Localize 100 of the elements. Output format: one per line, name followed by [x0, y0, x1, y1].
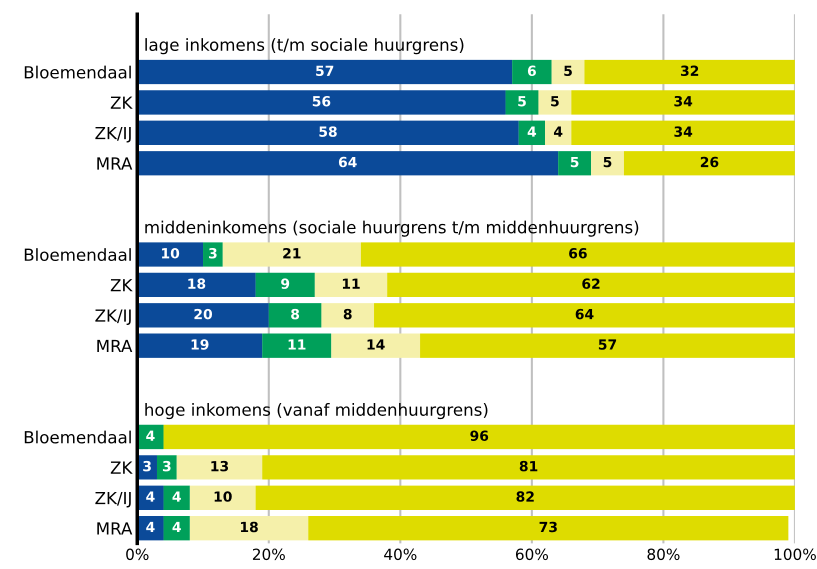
bar	[538, 90, 572, 115]
data-label: 5	[570, 156, 578, 168]
data-label: 82	[516, 491, 534, 502]
data-label: 5	[604, 156, 612, 168]
data-label: 20	[194, 308, 212, 320]
data-label: 5	[551, 96, 559, 106]
y-tick-label: Bloemendaal	[24, 66, 131, 79]
bar	[387, 272, 795, 298]
data-label: 8	[344, 308, 352, 320]
data-label: 3	[162, 460, 171, 472]
bar	[137, 272, 256, 298]
data-label: 11	[288, 339, 306, 350]
y-tick-label: ZK	[110, 96, 133, 109]
y-tick-label: ZK/IJ	[95, 127, 131, 142]
y-tick-label: MRA	[97, 157, 132, 170]
data-label: 4	[146, 430, 155, 441]
data-label: 3	[208, 248, 217, 259]
data-label: 19	[192, 339, 209, 350]
bar	[512, 60, 552, 84]
bar	[558, 151, 592, 176]
bar	[268, 303, 322, 328]
bar	[137, 60, 512, 84]
data-label: 62	[582, 278, 600, 289]
data-label: 8	[291, 308, 300, 320]
data-label: 58	[319, 126, 337, 137]
y-tick-label: Bloemendaal	[24, 248, 131, 262]
bar	[222, 242, 361, 267]
data-label: 81	[520, 460, 538, 472]
bar	[308, 516, 788, 540]
data-label: 3	[143, 460, 151, 472]
bar	[331, 334, 420, 358]
bar	[571, 90, 795, 115]
data-label: 5	[518, 96, 526, 106]
data-label: 66	[569, 248, 587, 259]
data-label: 4	[172, 491, 181, 502]
data-label: 4	[146, 491, 155, 502]
bar	[571, 120, 795, 145]
data-label: 9	[281, 278, 290, 289]
bar	[420, 334, 795, 358]
data-label: 6	[528, 66, 536, 76]
bar	[262, 455, 795, 480]
bar	[256, 486, 795, 510]
x-tick-label: 40%	[384, 548, 416, 560]
bar	[137, 334, 262, 358]
bar	[137, 151, 558, 176]
bar	[591, 151, 624, 176]
data-label: 18	[188, 278, 206, 289]
data-label: 4	[172, 522, 181, 532]
data-label: 11	[342, 278, 360, 289]
data-label: 10	[214, 491, 232, 502]
bar	[190, 516, 308, 540]
bar	[137, 303, 269, 328]
data-label: 32	[680, 66, 698, 76]
annotation: lage inkomens (t/m sociale huurgrens)	[145, 38, 464, 54]
data-label: 18	[240, 522, 258, 532]
bar	[256, 272, 315, 298]
bar	[190, 486, 256, 510]
x-tick-label: 20%	[252, 548, 285, 560]
bar	[137, 90, 506, 115]
data-label: 21	[283, 248, 301, 258]
data-label: 57	[598, 339, 616, 350]
data-label: 4	[554, 126, 562, 137]
bar	[552, 60, 584, 84]
bar	[374, 303, 795, 328]
data-label: 4	[146, 522, 155, 532]
annotation: middeninkomens (sociale huurgrens t/m middenhuurgrens)	[145, 220, 638, 237]
data-label: 4	[528, 126, 536, 137]
data-label: 64	[576, 308, 594, 320]
x-tick-label: 80%	[647, 548, 680, 560]
data-label: 34	[674, 96, 692, 106]
data-label: 10	[162, 248, 180, 259]
y-tick-label: MRA	[97, 522, 132, 535]
y-tick-label: ZK	[110, 279, 133, 292]
data-label: 26	[700, 156, 718, 168]
y-tick-label: ZK	[110, 462, 133, 474]
bar	[360, 242, 795, 267]
data-label: 64	[338, 156, 357, 168]
bar	[156, 455, 177, 480]
x-tick-label: 60%	[516, 548, 548, 560]
bar	[203, 242, 223, 267]
bar	[506, 90, 538, 115]
data-label: 34	[674, 126, 692, 137]
bar	[624, 151, 795, 176]
bar	[518, 120, 546, 145]
bar	[164, 424, 795, 450]
data-label: 73	[540, 522, 557, 532]
data-label: 14	[368, 339, 385, 350]
y-tick-label: MRA	[97, 340, 132, 352]
bar	[321, 303, 374, 328]
data-label: 57	[316, 66, 334, 76]
bar	[164, 516, 190, 540]
x-tick-label: 100%	[774, 548, 816, 560]
bar	[137, 242, 204, 267]
bar	[545, 120, 572, 145]
annotation: hoge inkomens (vanaf middenhuurgrens)	[145, 403, 488, 420]
bar	[137, 120, 519, 145]
y-tick-label: ZK/IJ	[95, 309, 131, 325]
data-label: 96	[470, 430, 488, 441]
data-label: 13	[211, 460, 228, 472]
data-label: 5	[564, 66, 572, 76]
